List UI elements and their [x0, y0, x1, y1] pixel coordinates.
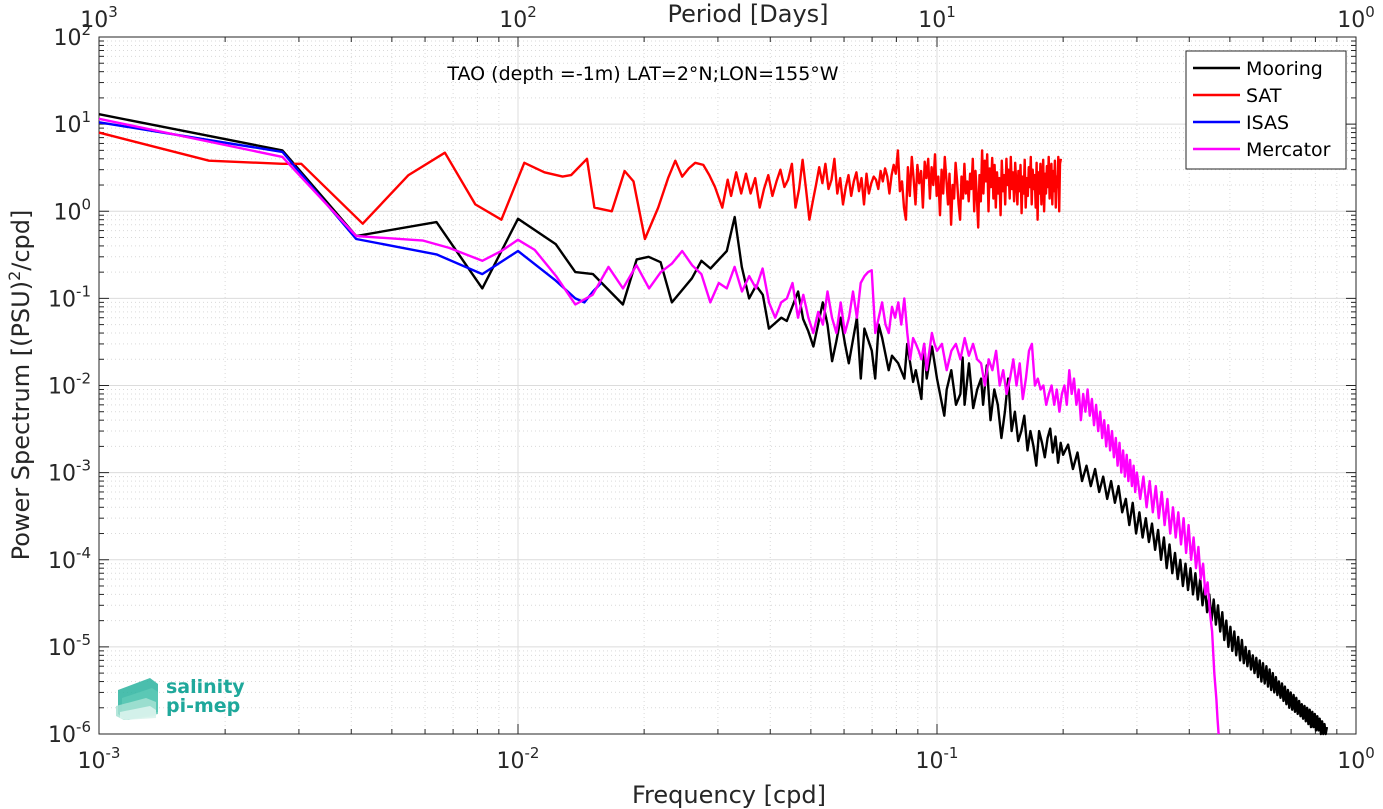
y-axis-label-post: /cpd]	[7, 210, 35, 271]
y-tick-label: 10-4	[48, 544, 91, 574]
top-x-tick-label: 103	[80, 3, 118, 33]
top-x-tick-label: 100	[1337, 3, 1375, 33]
legend-label-mooring: Mooring	[1246, 58, 1323, 80]
y-axis-label-pre: Power Spectrum [(PSU)	[7, 281, 35, 560]
legend: Mooring SAT ISAS Mercator	[1185, 50, 1347, 170]
legend-label-sat: SAT	[1246, 85, 1282, 107]
logo-text-line2: pi-mep	[166, 695, 240, 717]
y-axis-label-sup: 2	[5, 271, 24, 281]
y-tick-label: 100	[53, 195, 91, 225]
x-tick-label: 100	[1337, 744, 1375, 774]
legend-items: Mooring SAT ISAS Mercator	[1193, 58, 1331, 161]
x-tick-label: 10-1	[916, 744, 959, 774]
y-tick-label: 10-1	[48, 282, 91, 312]
y-axis-label: Power Spectrum [(PSU)2/cpd]	[5, 210, 36, 561]
series-line-mercator	[98, 117, 1220, 735]
y-tick-label: 101	[53, 108, 91, 138]
top-x-tick-label: 101	[918, 3, 956, 33]
y-tick-labels: 102 101 100 10-1 10-2 10-3 10-4 10-5 10-6	[48, 21, 91, 748]
chart-title: TAO (depth =-1m) LAT=2°N;LON=155°W	[446, 63, 838, 85]
x-tick-label: 10-2	[497, 744, 540, 774]
x-tick-label: 10-3	[78, 744, 121, 774]
logo-icon	[116, 678, 158, 720]
series-layer	[98, 113, 1329, 736]
y-tick-label: 102	[53, 21, 91, 51]
x-axis-label: Frequency [cpd]	[632, 781, 826, 809]
legend-label-mercator: Mercator	[1246, 139, 1331, 161]
y-tick-label: 10-3	[48, 457, 91, 487]
x-tick-labels: 10-3 10-2 10-1 100	[78, 744, 1375, 774]
axis-ticks	[98, 36, 1357, 735]
logo-text-line1: salinity	[166, 676, 245, 698]
y-tick-label: 10-2	[48, 370, 91, 400]
top-x-tick-label: 102	[499, 3, 537, 33]
series-line-mooring	[98, 113, 1329, 736]
top-x-tick-labels: 103 102 101 100	[80, 3, 1375, 33]
legend-label-isas: ISAS	[1246, 112, 1289, 134]
y-tick-label: 10-5	[48, 631, 91, 661]
salinity-pi-mep-logo: salinity pi-mep	[116, 676, 245, 720]
y-tick-label: 10-6	[48, 718, 91, 748]
series-line-sat	[98, 131, 1063, 241]
top-axis-label: Period [Days]	[667, 0, 828, 28]
